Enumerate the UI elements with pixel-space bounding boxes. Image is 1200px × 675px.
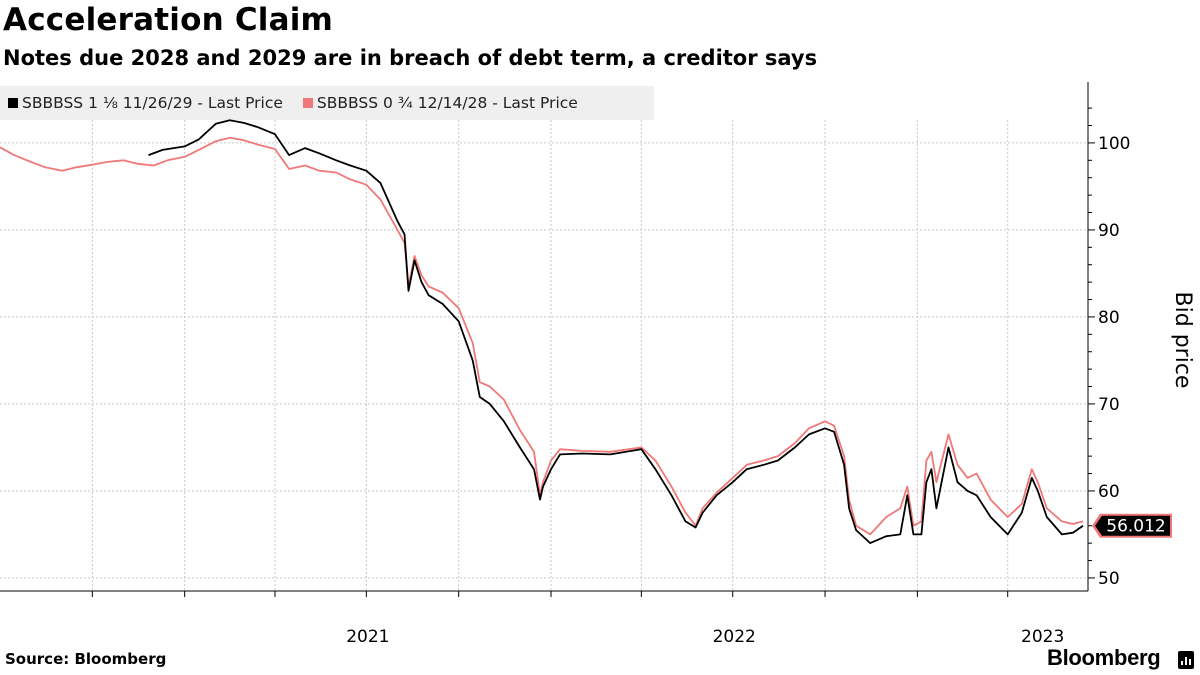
- series-line-0: [148, 119, 1084, 544]
- bloomberg-terminal-icon: [1178, 651, 1194, 669]
- x-tick-label: 2023: [1021, 627, 1064, 647]
- x-tick-label: 2021: [346, 627, 389, 647]
- legend-swatch-black: [8, 98, 18, 108]
- x-tick-label: 2022: [713, 627, 756, 647]
- legend-item-2028-notes: SBBBSS 0 ¾ 12/14/28 - Last Price: [302, 94, 578, 112]
- grid-lines: [0, 120, 1088, 591]
- legend-label-2028-notes: SBBBSS 0 ¾ 12/14/28 - Last Price: [316, 94, 578, 112]
- series-line-1: [0, 136, 1084, 536]
- chart-subtitle: Notes due 2028 and 2029 are in breach of…: [3, 46, 818, 70]
- y-tick-label: 70: [1098, 395, 1120, 415]
- y-tick-label: 50: [1098, 569, 1120, 589]
- bloomberg-logo: Bloomberg: [1047, 645, 1161, 670]
- legend-label-2029-notes: SBBBSS 1 ⅛ 11/26/29 - Last Price: [22, 94, 283, 112]
- legend-item-2029-notes: SBBBSS 1 ⅛ 11/26/29 - Last Price: [8, 94, 283, 112]
- axes: 50 60 70 80 90 100 2021 2022 2023 Bid price: [0, 82, 1195, 647]
- last-value-marker: 56.012: [1092, 513, 1172, 538]
- y-tick-label: 80: [1098, 308, 1120, 328]
- last-value-label: 56.012: [1106, 517, 1165, 537]
- y-tick-label: 90: [1098, 221, 1120, 241]
- series-lines: [0, 119, 1084, 544]
- source-note: Source: Bloomberg: [5, 650, 167, 668]
- last-value-badge: [1095, 515, 1170, 536]
- legend: SBBBSS 1 ⅛ 11/26/29 - Last Price SBBBSS …: [0, 86, 654, 120]
- legend-swatch-red: [302, 98, 313, 108]
- y-tick-label: 60: [1098, 482, 1120, 502]
- y-axis-title: Bid price: [1170, 292, 1195, 389]
- y-tick-label: 100: [1098, 134, 1130, 154]
- chart-title: Acceleration Claim: [3, 2, 334, 38]
